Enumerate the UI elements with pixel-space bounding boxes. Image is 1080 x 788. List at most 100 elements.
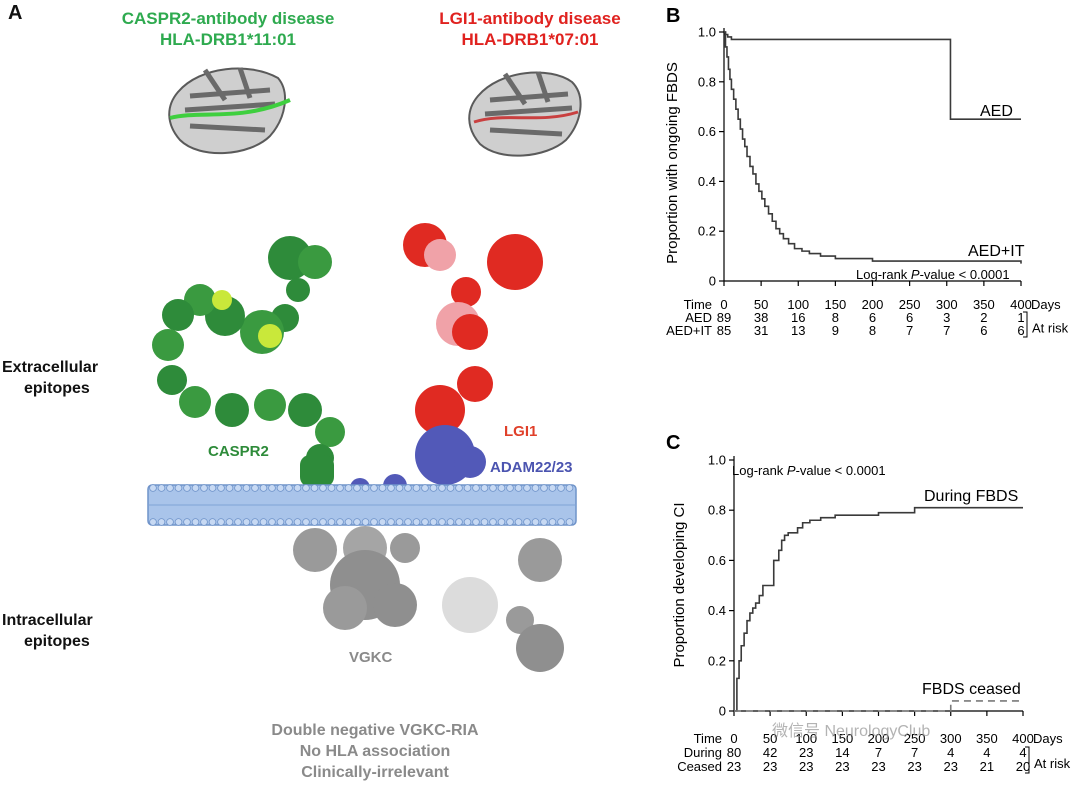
caspr2-hla-allele: HLA-DRB1*11:01: [159, 30, 297, 49]
panel-b-at-risk-label: At risk: [1032, 321, 1069, 336]
panel-b-xtick-label: 50: [754, 297, 768, 312]
panel-b-chart: B Proportion with ongoing FBDS 0 0.2 0.4 0.…: [664, 5, 1069, 338]
panel-b-xtick-label: 0: [720, 297, 727, 312]
panel-c-chart: C Proportion developing CI 0 0.2 0.4 0.6 0.8…: [666, 432, 1071, 774]
panel-c-ytick-label: 0: [719, 704, 726, 719]
panel-a-letter: A: [8, 2, 23, 24]
panel-c-ytick-label: 0.8: [708, 503, 726, 518]
panel-c-risk-value: 23: [799, 759, 813, 774]
footer-line1: Double negative VGKC-RIA: [271, 722, 479, 739]
panel-b-ytick-label: 0.6: [698, 124, 716, 139]
panel-b-risk-value: 9: [832, 323, 839, 338]
panel-c-risk-value: 4: [983, 745, 990, 760]
panel-c-xtick-label: 50: [763, 731, 777, 746]
panel-c-risk-value: 23: [907, 759, 921, 774]
panel-b-ytick-label: 0: [709, 274, 716, 289]
panel-b-days-label: Days: [1031, 297, 1061, 312]
panel-b-risk-value: 85: [717, 323, 731, 338]
footer-line3: Clinically-irrelevant: [301, 764, 449, 781]
panel-b-time-label: Time: [684, 297, 712, 312]
panel-c-xtick-label: 100: [795, 731, 817, 746]
watermark-text: 微信号 NeurologyClub: [772, 722, 930, 740]
panel-b-ytick-label: 0.8: [698, 74, 716, 89]
panel-c-risk-value: 20: [1016, 759, 1030, 774]
panel-a-illustration: CASPR2 LGI1 ADAM22/23 VGKC: [147, 67, 582, 672]
panel-b-risk-row-label: AED: [685, 310, 712, 325]
panel-b-series-aed-it: [724, 31, 1022, 264]
vgkc-channel: [293, 526, 564, 672]
panel-b-ytick-label: 0.4: [698, 174, 716, 189]
panel-c-ytick-label: 0.4: [708, 603, 726, 618]
panel-c-ytick-label: 1.0: [708, 453, 726, 468]
panel-b-risk-value: 1: [1017, 310, 1024, 325]
panel-c-pvalue: Log-rank P-value < 0.0001: [732, 463, 886, 478]
panel-b-risk-value: 6: [906, 310, 913, 325]
hla-drb1-0701-structure: [468, 71, 582, 157]
panel-c-series-during-fbds: [734, 506, 1023, 712]
panel-c-days-label: Days: [1033, 731, 1063, 746]
panel-b-risk-value: 7: [906, 323, 913, 338]
panel-b-xtick-label: 150: [825, 297, 847, 312]
panel-b-risk-value: 6: [869, 310, 876, 325]
panel-b-letter: B: [666, 5, 680, 27]
during-fbds-curve-label: During FBDS: [924, 488, 1018, 505]
panel-b-risk-value: 13: [791, 323, 805, 338]
panel-c-xtick-label: 150: [832, 731, 854, 746]
panel-c-risk-value: 23: [944, 759, 958, 774]
panel-b-xtick-label: 250: [899, 297, 921, 312]
intracellular-line2: epitopes: [24, 633, 90, 650]
extracellular-line1: Extracellular: [2, 359, 99, 376]
panel-b-ytick-label: 1.0: [698, 25, 716, 40]
panel-c-letter: C: [666, 432, 680, 454]
panel-b-ytick-label: 0.2: [698, 224, 716, 239]
panel-b-series-aed: [724, 31, 1021, 120]
panel-b-risk-value: 6: [980, 323, 987, 338]
panel-b-risk-bracket: [1023, 311, 1028, 338]
caspr2-disease-header: CASPR2-antibody disease HLA-DRB1*11:01: [88, 8, 368, 50]
panel-c-xtick-label: 350: [976, 731, 998, 746]
panel-c-risk-value: 23: [799, 745, 813, 760]
panel-b-ylabel: Proportion with ongoing FBDS: [664, 62, 681, 264]
panel-c-ylabel: Proportion developing CI: [671, 502, 688, 667]
lgi1-disease-header: LGI1-antibody disease HLA-DRB1*07:01: [405, 8, 655, 50]
fbds-ceased-curve-label: FBDS ceased: [922, 681, 1021, 698]
panel-c-risk-value: 7: [875, 745, 882, 760]
panel-c-risk-row-label: During: [684, 745, 722, 760]
panel-c-risk-value: 21: [980, 759, 994, 774]
lgi1-hla-allele: HLA-DRB1*07:01: [461, 30, 599, 49]
lgi1-protein: [403, 223, 543, 435]
panel-b-risk-value: 8: [832, 310, 839, 325]
panel-b-risk-value: 8: [869, 323, 876, 338]
intracellular-epitopes-label: Intracellular epitopes: [2, 610, 93, 652]
panel-b-risk-value: 31: [754, 323, 768, 338]
panel-c-xtick-label: 0: [730, 731, 737, 746]
intracellular-line1: Intracellular: [2, 612, 93, 629]
aedit-curve-label: AED+IT: [968, 243, 1025, 260]
panel-b-pvalue: Log-rank P-value < 0.0001: [856, 267, 1010, 282]
panel-b-risk-value: 2: [980, 310, 987, 325]
extracellular-epitopes-label: Extracellular epitopes: [2, 357, 98, 399]
panel-b-xtick-label: 100: [787, 297, 809, 312]
panel-b-risk-value: 89: [717, 310, 731, 325]
panel-b-xtick-label: 200: [862, 297, 884, 312]
panel-c-risk-value: 7: [911, 745, 918, 760]
panel-c-risk-value: 42: [763, 745, 777, 760]
footer-line2: No HLA association: [299, 743, 451, 760]
panel-b-risk-value: 16: [791, 310, 805, 325]
panel-c-risk-value: 23: [763, 759, 777, 774]
panel-b-xtick-label: 300: [936, 297, 958, 312]
panel-c-at-risk-label: At risk: [1034, 756, 1071, 771]
panel-b-risk-value: 38: [754, 310, 768, 325]
vgkc-label: VGKC: [349, 649, 393, 666]
panel-c-series-fbds-ceased: [734, 700, 1023, 712]
panel-c-risk-value: 23: [871, 759, 885, 774]
panel-c-risk-row-label: Ceased: [677, 759, 722, 774]
panel-c-risk-value: 23: [727, 759, 741, 774]
panel-c-xtick-label: 400: [1012, 731, 1034, 746]
panel-c-risk-value: 4: [1019, 745, 1026, 760]
adam22-23-label: ADAM22/23: [490, 459, 573, 476]
panel-b-xtick-label: 400: [1010, 297, 1032, 312]
panel-c-xtick-label: 200: [868, 731, 890, 746]
panel-c-time-label: Time: [694, 731, 722, 746]
panel-c-risk-value: 80: [727, 745, 741, 760]
